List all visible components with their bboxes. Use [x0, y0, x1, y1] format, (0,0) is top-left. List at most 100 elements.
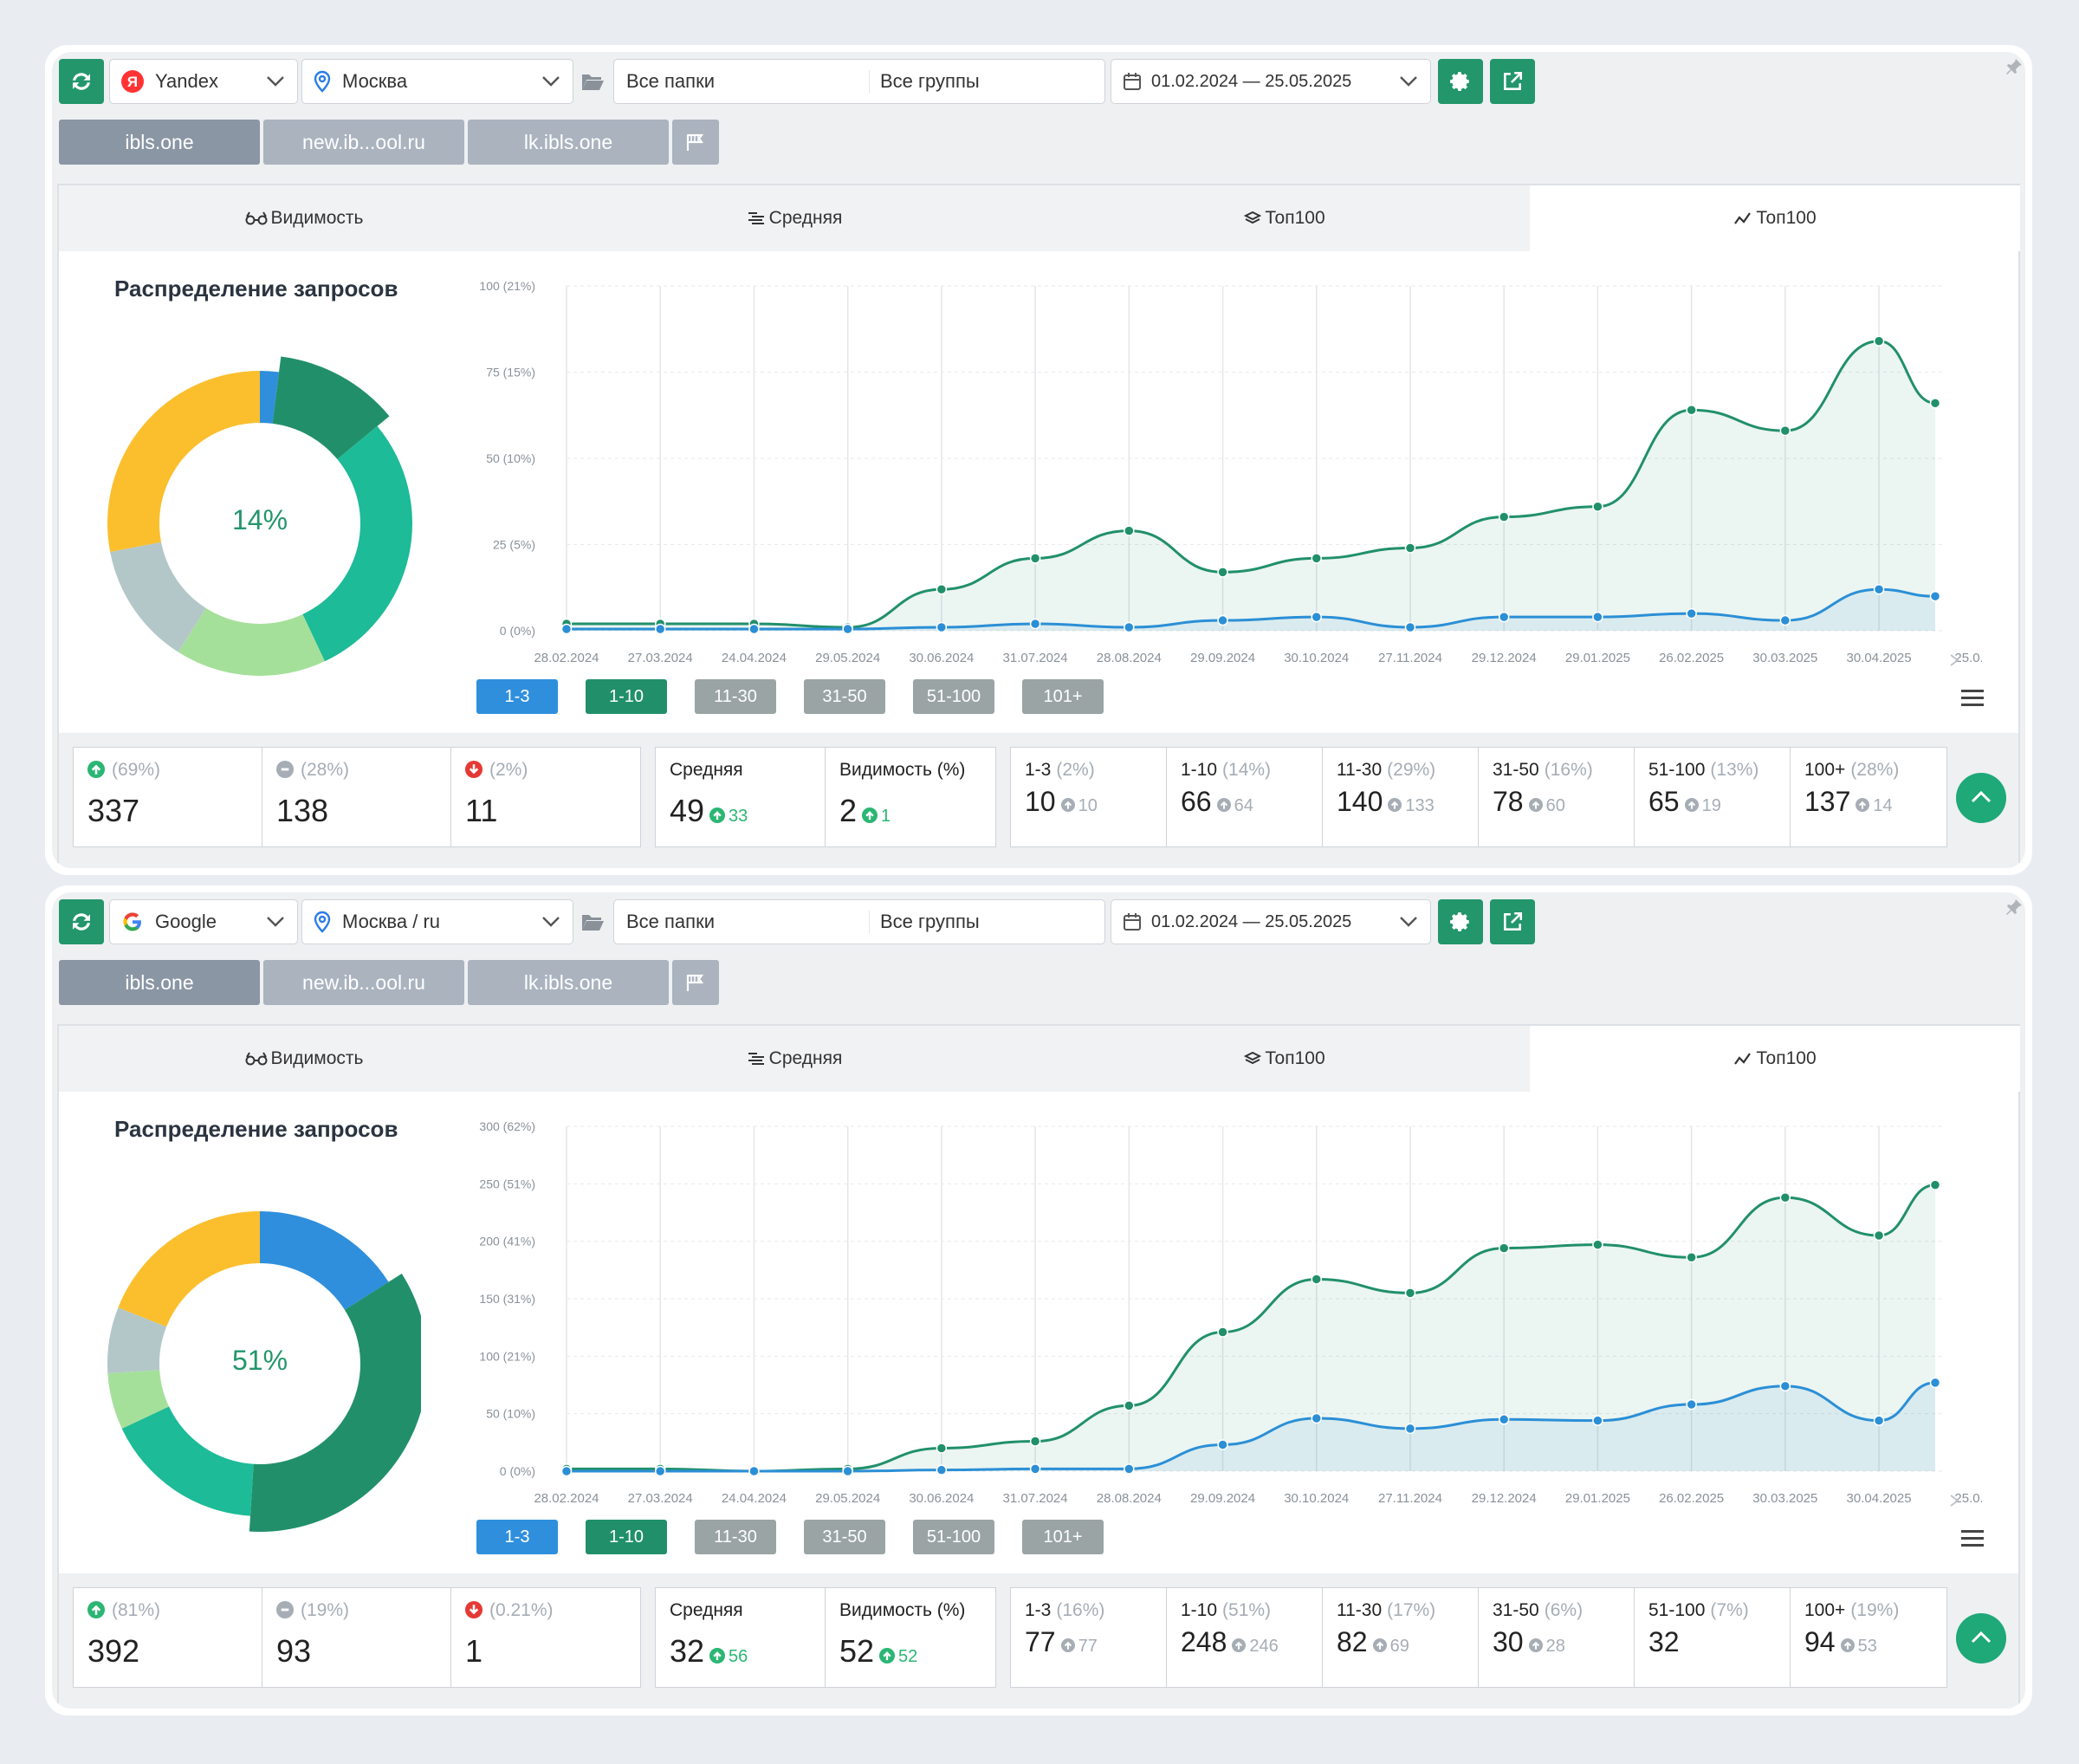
donut-slice-51-100[interactable]	[107, 1307, 167, 1374]
data-point[interactable]	[1124, 621, 1135, 633]
site-tab-0[interactable]: ibls.one	[59, 120, 260, 165]
data-point[interactable]	[1592, 1415, 1603, 1426]
data-point[interactable]	[1311, 1412, 1323, 1424]
collapse-button[interactable]	[1956, 773, 2006, 823]
data-point[interactable]	[1686, 607, 1697, 619]
export-button[interactable]	[1490, 59, 1535, 104]
data-point[interactable]	[654, 623, 666, 635]
data-point[interactable]	[1779, 614, 1791, 626]
donut-slice-1-3[interactable]	[260, 371, 280, 424]
data-point[interactable]	[1592, 1239, 1603, 1250]
collapse-button[interactable]	[1956, 1613, 2006, 1663]
data-point[interactable]	[1217, 1326, 1228, 1338]
legend-toggle-1-3[interactable]: 1-3	[476, 1520, 558, 1554]
donut-slice-11-30[interactable]	[121, 1406, 254, 1516]
site-tab-2[interactable]: lk.ibls.one	[468, 120, 669, 165]
data-point[interactable]	[1686, 1251, 1697, 1263]
groups-label[interactable]: Все группы	[869, 911, 980, 933]
data-point[interactable]	[1686, 1398, 1697, 1411]
legend-toggle-31-50[interactable]: 31-50	[804, 679, 885, 714]
folders-label[interactable]: Все папки	[626, 70, 715, 92]
region-select[interactable]: Москва / ru	[301, 899, 573, 944]
settings-button[interactable]	[1438, 899, 1483, 944]
data-point[interactable]	[1404, 1287, 1416, 1299]
refresh-button[interactable]	[59, 899, 104, 944]
donut-slice-1-3[interactable]	[260, 1211, 389, 1310]
region-select[interactable]: Москва	[301, 59, 573, 104]
data-point[interactable]	[1311, 553, 1323, 564]
tab-glasses[interactable]: Видимость	[59, 185, 549, 251]
donut-slice-31-50[interactable]	[107, 1370, 170, 1429]
data-point[interactable]	[936, 1443, 948, 1454]
tab-line-chart[interactable]: Топ100	[1530, 1026, 2020, 1092]
tab-line-chart[interactable]: Топ100	[1530, 185, 2020, 251]
data-point[interactable]	[1873, 583, 1885, 595]
legend-toggle-51-100[interactable]: 51-100	[913, 679, 994, 714]
legend-toggle-51-100[interactable]: 51-100	[913, 1520, 994, 1554]
data-point[interactable]	[1873, 1229, 1885, 1242]
legend-toggle-31-50[interactable]: 31-50	[804, 1520, 885, 1554]
data-point[interactable]	[1124, 525, 1135, 536]
data-point[interactable]	[1498, 1414, 1510, 1425]
data-point[interactable]	[1873, 335, 1885, 347]
data-point[interactable]	[1592, 611, 1603, 623]
data-point[interactable]	[1686, 405, 1697, 416]
legend-toggle-101+[interactable]: 101+	[1022, 679, 1104, 714]
data-point[interactable]	[1124, 1463, 1135, 1475]
date-range-picker[interactable]: 01.02.2024 — 25.05.2025	[1111, 59, 1431, 104]
data-point[interactable]	[560, 623, 573, 635]
folders-label[interactable]: Все папки	[626, 911, 715, 932]
data-point[interactable]	[1929, 398, 1941, 409]
data-point[interactable]	[1498, 611, 1510, 623]
data-point[interactable]	[748, 623, 760, 635]
legend-toggle-1-10[interactable]: 1-10	[586, 679, 667, 714]
settings-button[interactable]	[1438, 59, 1483, 104]
donut-slice-100+[interactable]	[118, 1211, 260, 1327]
pin-icon[interactable]	[2005, 57, 2024, 81]
tab-layers[interactable]: Топ100	[1040, 185, 1530, 251]
data-point[interactable]	[1029, 618, 1041, 630]
data-point[interactable]	[1217, 567, 1228, 578]
data-point[interactable]	[1311, 1274, 1323, 1285]
search-engine-select[interactable]: Google	[109, 899, 298, 944]
tab-lines[interactable]: Средняя	[549, 1026, 1040, 1092]
data-point[interactable]	[1217, 1439, 1228, 1450]
data-point[interactable]	[1498, 511, 1510, 522]
pin-icon[interactable]	[2005, 898, 2024, 922]
site-tab-1[interactable]: new.ib...ool.ru	[263, 120, 464, 165]
data-point[interactable]	[1217, 614, 1228, 626]
export-button[interactable]	[1490, 899, 1535, 944]
data-point[interactable]	[936, 1464, 948, 1475]
menu-icon[interactable]	[1961, 1530, 1984, 1547]
donut-slice-31-50[interactable]	[178, 607, 325, 676]
data-point[interactable]	[1404, 542, 1416, 554]
data-point[interactable]	[1592, 501, 1603, 512]
legend-toggle-11-30[interactable]: 11-30	[695, 1520, 776, 1554]
site-tab-2[interactable]: lk.ibls.one	[468, 960, 669, 1005]
donut-slice-100+[interactable]	[107, 371, 260, 552]
data-point[interactable]	[1873, 1415, 1885, 1426]
data-point[interactable]	[748, 1465, 760, 1477]
data-point[interactable]	[654, 1465, 666, 1477]
data-point[interactable]	[1929, 1179, 1941, 1190]
folders-groups-select[interactable]: Все папки Все группы	[613, 59, 1105, 104]
data-point[interactable]	[1929, 1377, 1941, 1389]
donut-slice-11-30[interactable]	[302, 425, 413, 662]
data-point[interactable]	[1029, 553, 1041, 564]
legend-toggle-11-30[interactable]: 11-30	[695, 679, 776, 714]
site-tab-0[interactable]: ibls.one	[59, 960, 260, 1005]
data-point[interactable]	[560, 1465, 573, 1477]
legend-toggle-1-3[interactable]: 1-3	[476, 679, 558, 714]
data-point[interactable]	[936, 583, 948, 595]
flag-button[interactable]	[672, 120, 719, 165]
data-point[interactable]	[1498, 1242, 1510, 1254]
refresh-button[interactable]	[59, 59, 104, 104]
tab-glasses[interactable]: Видимость	[59, 1026, 549, 1092]
scroll-right-icon[interactable]	[1950, 1495, 1959, 1507]
data-point[interactable]	[1404, 621, 1416, 633]
donut-slice-1-10[interactable]	[249, 1274, 421, 1532]
flag-button[interactable]	[672, 960, 719, 1005]
data-point[interactable]	[1779, 425, 1791, 437]
data-point[interactable]	[1779, 1380, 1791, 1392]
data-point[interactable]	[1779, 1192, 1791, 1203]
